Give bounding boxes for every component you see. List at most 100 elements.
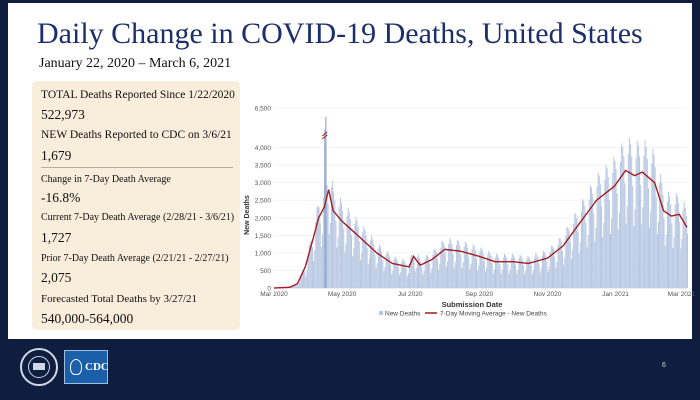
new-deaths-bar xyxy=(637,145,639,288)
new-deaths-bar xyxy=(620,161,622,288)
new-deaths-bar xyxy=(464,241,466,288)
new-deaths-bar xyxy=(649,227,651,288)
x-tick-label: Mar 2020 xyxy=(260,291,288,298)
new-deaths-bar xyxy=(532,269,534,288)
new-deaths-bar xyxy=(489,252,491,288)
new-deaths-bar xyxy=(394,256,396,288)
new-deaths-bar xyxy=(663,218,665,288)
new-deaths-bar xyxy=(598,176,600,288)
new-deaths-bar xyxy=(646,159,648,288)
new-deaths-bar xyxy=(378,244,380,288)
new-deaths-bar xyxy=(521,258,523,288)
new-deaths-bar xyxy=(344,252,346,288)
new-deaths-bar xyxy=(310,240,312,288)
new-deaths-bar xyxy=(636,140,638,288)
y-tick-label: 6,500 xyxy=(255,106,272,113)
new-deaths-bar xyxy=(465,243,467,288)
new-deaths-bar xyxy=(594,241,596,288)
new-deaths-bar xyxy=(612,172,614,288)
new-deaths-bar xyxy=(463,246,465,288)
new-deaths-bar xyxy=(425,254,427,288)
new-deaths-bar xyxy=(527,255,529,288)
new-deaths-bar xyxy=(413,259,415,288)
new-deaths-value: 1,679 xyxy=(41,148,72,163)
new-deaths-bar xyxy=(634,209,636,288)
cdc-logo-icon: CDC xyxy=(64,350,109,384)
new-deaths-bar xyxy=(420,261,422,288)
new-deaths-bar xyxy=(345,243,347,288)
new-deaths-bar xyxy=(411,255,413,288)
new-deaths-bar xyxy=(641,224,643,288)
new-deaths-bar xyxy=(448,244,450,288)
new-deaths-bar xyxy=(665,234,667,288)
total-deaths-value: 522,973 xyxy=(41,107,85,122)
new-deaths-bar xyxy=(377,248,379,288)
new-deaths-bar xyxy=(512,255,514,288)
x-tick-label: Mar 2021 xyxy=(668,291,695,298)
new-deaths-bar xyxy=(570,258,572,288)
new-deaths-bar xyxy=(303,269,305,288)
new-deaths-bar xyxy=(584,206,586,288)
new-deaths-bar xyxy=(470,264,472,288)
new-deaths-bar xyxy=(313,260,315,288)
new-deaths-bar xyxy=(579,242,581,288)
axis-break-mark xyxy=(321,134,328,140)
date-range-subtitle: January 22, 2020 – March 6, 2021 xyxy=(39,56,232,71)
new-deaths-bar xyxy=(421,266,423,288)
new-deaths-bar xyxy=(457,239,459,288)
new-deaths-bar xyxy=(385,254,387,288)
new-deaths-bar xyxy=(436,258,438,288)
new-deaths-bar xyxy=(513,257,515,288)
new-deaths-bar xyxy=(644,139,646,288)
new-deaths-bar xyxy=(426,255,428,288)
new-deaths-bar xyxy=(329,222,331,288)
new-deaths-bar xyxy=(441,241,443,288)
new-deaths-bar xyxy=(417,254,419,288)
new-deaths-bar xyxy=(635,158,637,288)
new-deaths-bar xyxy=(557,244,559,288)
new-deaths-bar xyxy=(469,269,471,288)
new-deaths-bar xyxy=(625,223,627,288)
new-deaths-bar xyxy=(652,148,654,288)
new-deaths-bar xyxy=(483,260,485,288)
new-deaths-bar xyxy=(681,239,683,288)
new-deaths-bar xyxy=(550,245,552,288)
new-deaths-bar xyxy=(326,185,328,288)
new-deaths-bar xyxy=(492,273,494,288)
new-deaths-bar xyxy=(573,223,575,288)
new-deaths-bar xyxy=(468,256,470,288)
new-deaths-bar xyxy=(611,218,613,288)
new-deaths-bar xyxy=(540,268,542,288)
new-deaths-bar xyxy=(576,218,578,288)
new-deaths-bar xyxy=(432,254,434,288)
new-deaths-bar xyxy=(626,206,628,288)
new-deaths-bar xyxy=(538,263,540,288)
forecast-value: 540,000-564,000 xyxy=(41,311,134,326)
new-deaths-bar xyxy=(294,284,296,288)
new-deaths-bar xyxy=(481,249,483,288)
new-deaths-bar xyxy=(400,271,402,288)
x-axis-ticks: Mar 2020 May 2020 Jul 2020 Sep 2020 Nov 2020… xyxy=(260,291,695,298)
new-deaths-bar xyxy=(442,241,444,288)
new-deaths-bar xyxy=(396,260,398,288)
new-deaths-bar xyxy=(608,200,610,288)
y-tick-label: 2,000 xyxy=(255,215,272,222)
new-deaths-bar xyxy=(352,256,354,288)
new-deaths-bar xyxy=(671,223,673,288)
new-deaths-bar xyxy=(388,257,390,288)
new-deaths-bar xyxy=(502,257,504,288)
new-deaths-bar xyxy=(602,237,604,288)
new-deaths-bar xyxy=(296,284,298,288)
new-deaths-bar xyxy=(406,276,408,288)
new-deaths-bar xyxy=(383,271,385,288)
new-deaths-bar xyxy=(597,172,599,288)
new-deaths-bar xyxy=(351,235,353,288)
new-deaths-bar xyxy=(604,179,606,288)
new-deaths-bar xyxy=(549,251,551,288)
new-deaths-bar xyxy=(522,265,524,288)
new-deaths-bar xyxy=(318,207,320,288)
new-deaths-bar xyxy=(614,160,616,288)
new-deaths-bar xyxy=(419,257,421,288)
new-deaths-bar xyxy=(528,257,530,288)
